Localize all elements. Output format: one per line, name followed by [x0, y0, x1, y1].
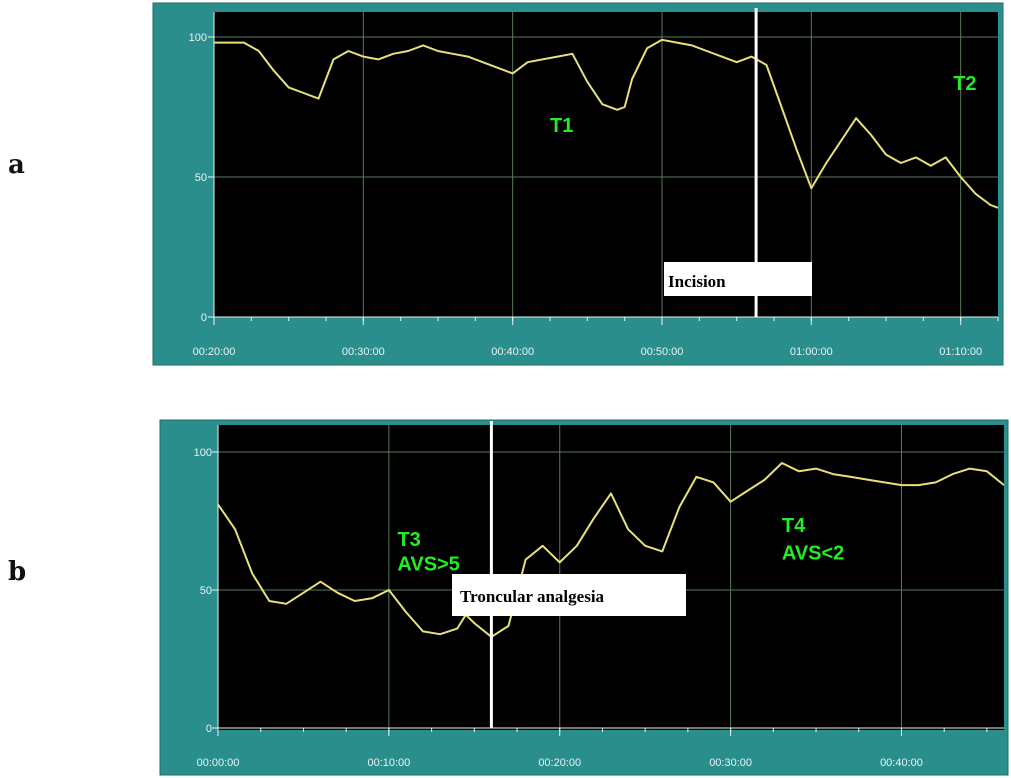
chart-b-series — [217, 462, 1005, 638]
annotation-label: AVS<2 — [782, 543, 844, 565]
x-tick-label: 00:40:00 — [491, 346, 534, 358]
x-tick-label: 00:00:00 — [197, 757, 240, 769]
annotation-label: T4 — [782, 515, 806, 537]
panel-letter-a: a — [8, 150, 25, 180]
chart-b-grid — [217, 425, 1004, 728]
chart-b-axes: 100 50 0 00:00:00 00:10:00 00:20:00 00:30:00 00… — [194, 425, 1004, 769]
incision-label-box — [664, 262, 812, 296]
chart-b-annotations: T3 AVS>5 T4 AVS<2 — [397, 515, 844, 576]
y-tick-label: 0 — [206, 723, 212, 735]
chart-panel-a: 100 50 0 00:20:00 00:30:00 00:40:00 00:50:00 01… — [152, 2, 1004, 366]
chart-panel-b: 100 50 0 00:00:00 00:10:00 00:20:00 00:30:00 00… — [159, 419, 1009, 776]
y-tick-label: 50 — [200, 585, 212, 597]
x-tick-label: 01:00:00 — [790, 346, 833, 358]
x-tick-label: 00:30:00 — [342, 346, 385, 358]
troncular-label: Troncular analgesia — [460, 587, 605, 606]
chart-a-series — [214, 38, 999, 209]
series-line — [217, 462, 1005, 638]
chart-a-box-annotation: Incision — [664, 262, 812, 296]
chart-a-axes: 100 50 0 00:20:00 00:30:00 00:40:00 00:50:00 01… — [189, 12, 999, 358]
series-line — [214, 38, 999, 209]
x-tick-label: 00:30:00 — [709, 757, 752, 769]
x-tick-label: 01:10:00 — [939, 346, 982, 358]
y-tick-label: 0 — [201, 312, 207, 324]
chart-a-plot-area — [214, 12, 998, 317]
troncular-label-box — [452, 574, 686, 616]
x-tick-label: 00:10:00 — [367, 757, 410, 769]
x-tick-label: 00:20:00 — [193, 346, 236, 358]
chart-a-annotations: T1 T2 — [550, 73, 977, 137]
annotation-label: T3 — [397, 529, 420, 551]
annotation-label: T1 — [550, 115, 573, 137]
annotation-label: AVS>5 — [397, 554, 459, 576]
chart-b-box-annotation: Troncular analgesia — [452, 574, 686, 616]
y-tick-label: 100 — [189, 32, 207, 44]
x-tick-label: 00:40:00 — [880, 757, 923, 769]
panel-letter-b: b — [8, 557, 27, 587]
incision-label: Incision — [668, 272, 726, 291]
y-tick-label: 100 — [194, 447, 212, 459]
y-tick-label: 50 — [195, 172, 207, 184]
x-tick-label: 00:50:00 — [641, 346, 684, 358]
annotation-label: T2 — [953, 73, 976, 95]
x-tick-label: 00:20:00 — [538, 757, 581, 769]
